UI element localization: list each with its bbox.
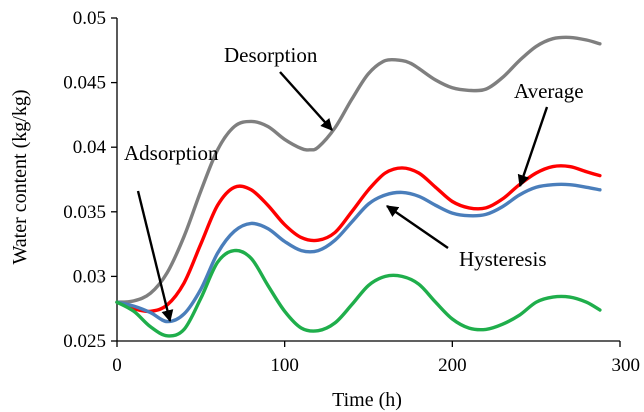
x-tick-label: 0 (112, 355, 122, 376)
annotation-hysteresis: Hysteresis (459, 247, 547, 271)
annotation-adsorption: Adsorption (124, 141, 219, 165)
adsorption-arrow (136, 190, 174, 323)
x-axis-ticks: 0 100 200 300 (112, 341, 640, 376)
average-arrow (517, 106, 549, 188)
x-tick-label: 100 (270, 355, 299, 376)
annotation-labels: Desorption Average Adsorption Hysteresis (124, 43, 584, 271)
series-line-average (115, 164, 602, 314)
hysteresis-arrow (386, 205, 449, 249)
y-tick-label: 0.03 (73, 266, 106, 287)
y-axis-ticks: 0.025 0.03 0.035 0.04 0.045 0.05 (63, 8, 117, 352)
y-tick-label: 0.025 (63, 331, 106, 352)
annotation-desorption: Desorption (224, 43, 318, 67)
series-line-adsorption (115, 248, 602, 338)
y-tick-label: 0.035 (63, 202, 106, 223)
y-tick-label: 0.04 (73, 137, 107, 158)
annotation-arrows (136, 71, 549, 323)
x-tick-label: 300 (612, 355, 641, 376)
series-line-desorption (115, 35, 602, 304)
desorption-arrow (279, 71, 333, 131)
annotation-average: Average (514, 79, 584, 103)
y-tick-label: 0.045 (63, 73, 106, 94)
x-axis-title: Time (h) (332, 389, 402, 411)
y-tick-label: 0.05 (73, 8, 106, 29)
series-line-hysteresis (115, 182, 602, 324)
x-tick-label: 200 (438, 355, 467, 376)
y-axis-title: Water content (kg/kg) (9, 90, 31, 265)
